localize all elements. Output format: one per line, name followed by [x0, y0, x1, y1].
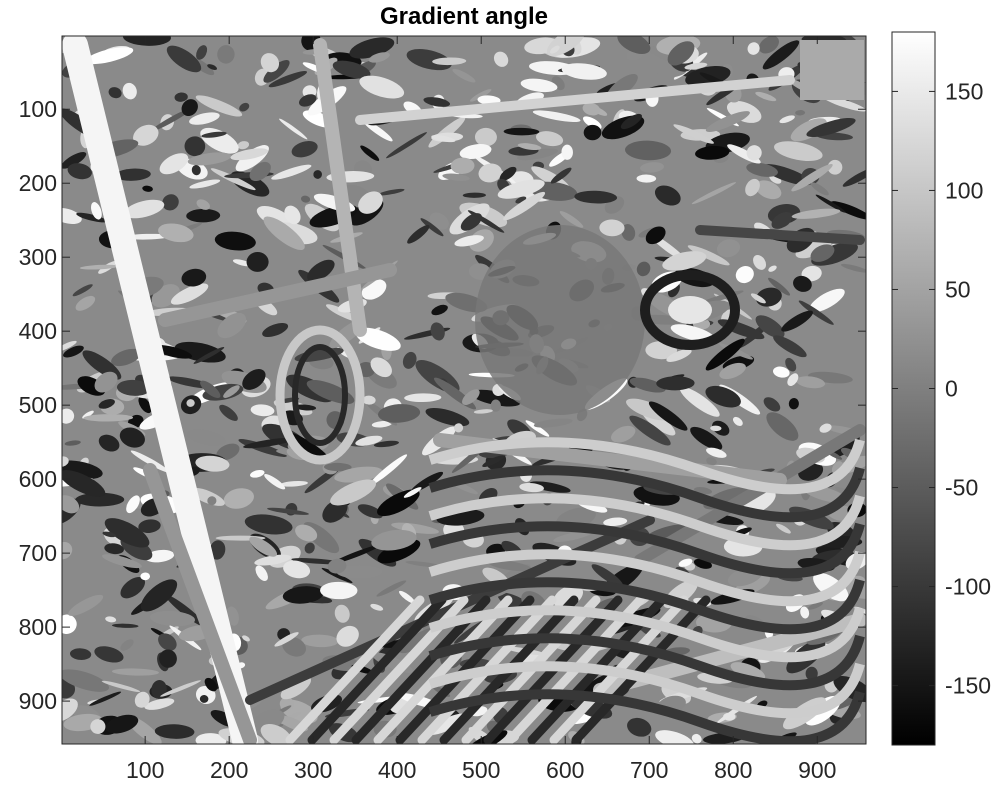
colorbar-tick-label: 0 [945, 376, 958, 402]
x-tick-label: 900 [798, 757, 836, 783]
x-tick-label: 300 [294, 757, 332, 783]
x-tick-label: 700 [630, 757, 668, 783]
y-tick-label: 700 [19, 540, 57, 566]
colorbar [891, 31, 936, 746]
y-tick-label: 900 [19, 688, 57, 714]
colorbar-tick-label: 50 [945, 276, 971, 302]
colorbar-tick-label: 150 [945, 78, 983, 104]
y-axis: 100 200 300 400 500 600 700 800 900 [19, 96, 866, 714]
x-tick-label: 800 [714, 757, 752, 783]
y-tick-label: 400 [19, 318, 57, 344]
colorbar-tick-label: -50 [945, 475, 978, 501]
x-tick-label: 100 [126, 757, 164, 783]
x-tick-label: 600 [546, 757, 584, 783]
x-tick-label: 200 [210, 757, 248, 783]
y-tick-label: 200 [19, 170, 57, 196]
colorbar-tick-label: -150 [945, 673, 991, 699]
y-tick-label: 300 [19, 244, 57, 270]
chart-title: Gradient angle [380, 3, 548, 30]
y-tick-label: 500 [19, 392, 57, 418]
colorbar-tick-label: -100 [945, 574, 991, 600]
y-tick-label: 800 [19, 614, 57, 640]
colorbar-axis: 150 100 50 0 -50 -100 -150 [892, 78, 991, 699]
x-axis: 100 200 300 400 500 600 700 800 900 [126, 36, 836, 783]
y-tick-label: 600 [19, 466, 57, 492]
x-tick-label: 500 [462, 757, 500, 783]
y-tick-label: 100 [19, 96, 57, 122]
gradient-angle-image [62, 36, 866, 744]
x-tick-label: 400 [378, 757, 416, 783]
colorbar-tick-label: 100 [945, 177, 983, 203]
image-axes-frame [61, 35, 867, 745]
